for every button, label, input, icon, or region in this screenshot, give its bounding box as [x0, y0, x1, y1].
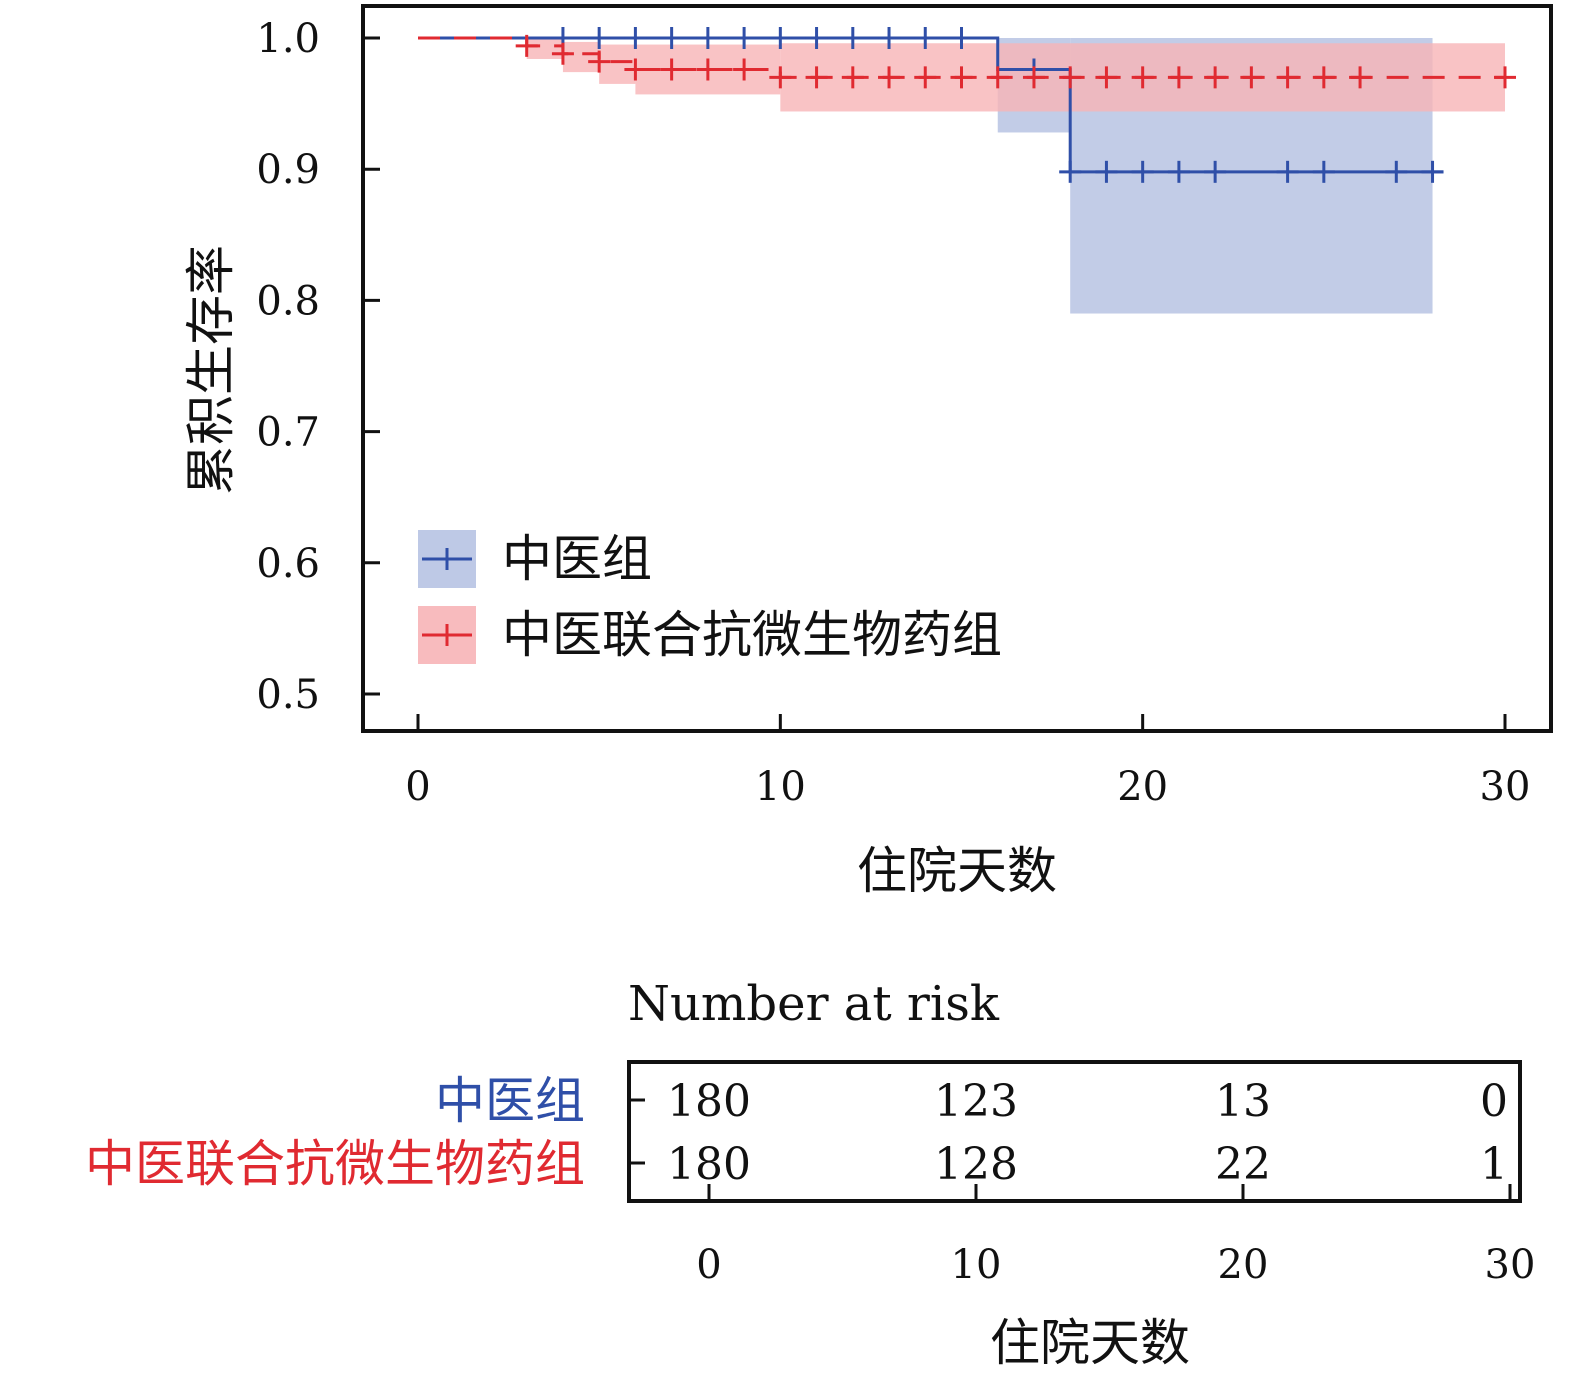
x-tick-label-2: 20 [1117, 764, 1168, 810]
y-tick-label-4: 0.9 [256, 147, 320, 193]
risk-x-tick-label-0: 0 [696, 1242, 721, 1288]
censor-mark-s1-22 [1312, 66, 1335, 89]
ci-band-s1-1 [562, 41, 600, 73]
censor-mark-s1-16 [1095, 66, 1118, 89]
censor-mark-s0-5 [733, 27, 756, 49]
y-tick-label-0: 0.5 [256, 672, 320, 718]
censor-mark-s1-18 [1167, 66, 1190, 89]
y-tick-label-2: 0.7 [256, 410, 320, 456]
censor-mark-s0-1 [588, 27, 611, 49]
censor-mark-s1-10 [878, 66, 901, 89]
censor-mark-s0-16 [1167, 160, 1190, 183]
risk-x-tick-label-1: 10 [951, 1242, 1002, 1288]
censor-mark-s1-11 [914, 66, 937, 89]
censor-mark-s1-8 [805, 66, 828, 89]
censor-mark-s0-7 [805, 27, 828, 49]
censor-mark-s1-7 [769, 66, 792, 89]
x-axis: 0 10 20 30 [405, 714, 1530, 810]
x-axis-title: 住院天数 [857, 842, 1057, 900]
censor-mark-s0-10 [914, 27, 937, 49]
censor-mark-s0-19 [1312, 160, 1335, 183]
censor-mark-s0-8 [841, 27, 864, 49]
legend-label-1: 中医联合抗微生物药组 [502, 606, 1002, 664]
censor-mark-s0-13 [1059, 160, 1082, 183]
y-tick-label-1: 0.6 [256, 541, 320, 587]
y-tick-label-3: 0.8 [256, 278, 320, 324]
censor-mark-s0-2 [624, 27, 647, 49]
ci-band-s1-0 [526, 38, 563, 59]
censor-mark-s1-24 [1494, 66, 1516, 89]
censor-mark-s1-23 [1349, 66, 1372, 89]
censor-mark-s1-9 [841, 66, 864, 89]
censor-mark-s1-2 [588, 50, 611, 73]
censor-mark-s1-1 [551, 42, 574, 65]
risk-value-0-3: 0 [1480, 1076, 1508, 1127]
censor-mark-s1-12 [950, 66, 973, 89]
censor-mark-s1-21 [1276, 66, 1299, 89]
ci-band-s1-2 [599, 44, 636, 84]
plot-frame [361, 4, 1553, 733]
risk-x-tick-label-3: 30 [1485, 1242, 1536, 1288]
risk-value-1-0: 180 [667, 1139, 751, 1190]
risk-value-1-1: 128 [934, 1139, 1018, 1190]
x-tick-label-0: 0 [405, 764, 430, 810]
censor-mark-s1-0 [515, 34, 538, 57]
y-tick-label-5: 1.0 [256, 16, 320, 62]
risk-value-1-3: 1 [1480, 1139, 1508, 1190]
censor-mark-s1-20 [1240, 66, 1263, 89]
risk-table-frame [627, 1060, 1522, 1203]
confidence-bands [526, 38, 1505, 314]
legend-label-0: 中医组 [502, 530, 652, 588]
censor-marks [515, 27, 1516, 183]
censor-mark-s1-15 [1059, 66, 1082, 89]
censor-mark-s0-20 [1385, 160, 1408, 183]
risk-x-tick-label-2: 20 [1218, 1242, 1269, 1288]
censor-mark-s0-3 [660, 27, 683, 49]
x-tick-label-3: 30 [1480, 764, 1531, 810]
censor-mark-s1-3 [624, 58, 647, 81]
censor-mark-s1-4 [660, 58, 683, 81]
censor-mark-s0-18 [1276, 160, 1299, 183]
censor-mark-s0-15 [1131, 160, 1154, 183]
censor-mark-s1-19 [1204, 66, 1227, 89]
risk-value-0-1: 123 [934, 1076, 1018, 1127]
censor-mark-s1-13 [986, 66, 1009, 89]
y-axis: 0.5 0.6 0.7 0.8 0.9 1.0 [256, 16, 380, 718]
censor-mark-s0-11 [950, 27, 973, 49]
risk-value-1-2: 22 [1215, 1139, 1271, 1190]
risk-table-title: Number at risk [628, 976, 1000, 1032]
censor-mark-s0-21 [1421, 160, 1444, 183]
risk-x-axis-title: 住院天数 [990, 1314, 1190, 1372]
censor-mark-s1-6 [733, 58, 756, 81]
censor-mark-s0-17 [1204, 160, 1227, 183]
risk-value-0-2: 13 [1215, 1076, 1271, 1127]
risk-value-0-0: 180 [667, 1076, 751, 1127]
censor-mark-s1-5 [696, 58, 719, 81]
y-axis-title: 累积生存率 [182, 245, 240, 495]
censor-mark-s0-14 [1095, 160, 1118, 183]
legend-entry-1: 中医联合抗微生物药组 [418, 606, 1002, 664]
censor-mark-s1-17 [1131, 66, 1154, 89]
risk-row-label-0: 中医组 [435, 1072, 585, 1130]
risk-row-label-1: 中医联合抗微生物药组 [85, 1135, 585, 1193]
censor-mark-s0-9 [878, 27, 901, 49]
censor-mark-s1-14 [1022, 66, 1045, 89]
censor-mark-s0-4 [696, 27, 719, 49]
x-tick-label-1: 10 [755, 764, 806, 810]
censor-mark-s0-6 [769, 27, 792, 49]
legend-entry-0: 中医组 [418, 530, 652, 588]
